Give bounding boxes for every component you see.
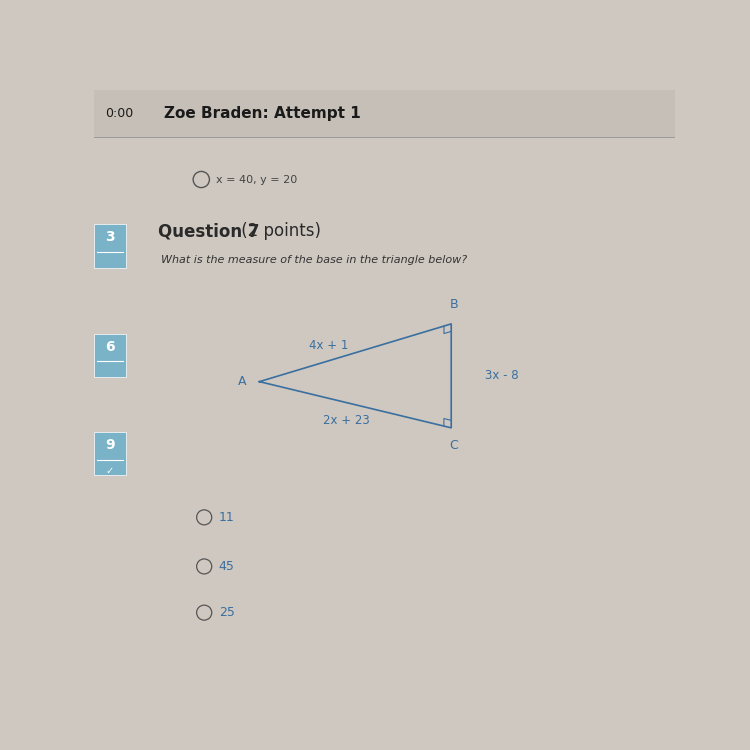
FancyBboxPatch shape: [94, 334, 126, 377]
Text: 45: 45: [219, 560, 235, 573]
Text: 2x + 23: 2x + 23: [323, 415, 370, 428]
Text: 3: 3: [105, 230, 115, 244]
FancyBboxPatch shape: [94, 432, 126, 476]
Text: 11: 11: [219, 511, 235, 524]
Text: B: B: [450, 298, 458, 311]
Text: x = 40, y = 20: x = 40, y = 20: [217, 175, 298, 184]
Bar: [94, 90, 675, 137]
Text: Question 7: Question 7: [158, 223, 260, 241]
Text: 0:00: 0:00: [105, 107, 134, 120]
FancyBboxPatch shape: [94, 224, 126, 268]
Text: 25: 25: [219, 606, 235, 619]
Text: 9: 9: [105, 438, 115, 452]
Text: What is the measure of the base in the triangle below?: What is the measure of the base in the t…: [160, 255, 466, 266]
Text: C: C: [450, 440, 458, 452]
Text: ✓: ✓: [106, 466, 114, 476]
Text: 6: 6: [105, 340, 115, 354]
Text: 4x + 1: 4x + 1: [310, 339, 349, 352]
Text: Zoe Braden: Attempt 1: Zoe Braden: Attempt 1: [164, 106, 360, 122]
Text: (2 points): (2 points): [236, 223, 321, 241]
Text: A: A: [238, 375, 247, 388]
Text: 3x - 8: 3x - 8: [485, 369, 518, 382]
